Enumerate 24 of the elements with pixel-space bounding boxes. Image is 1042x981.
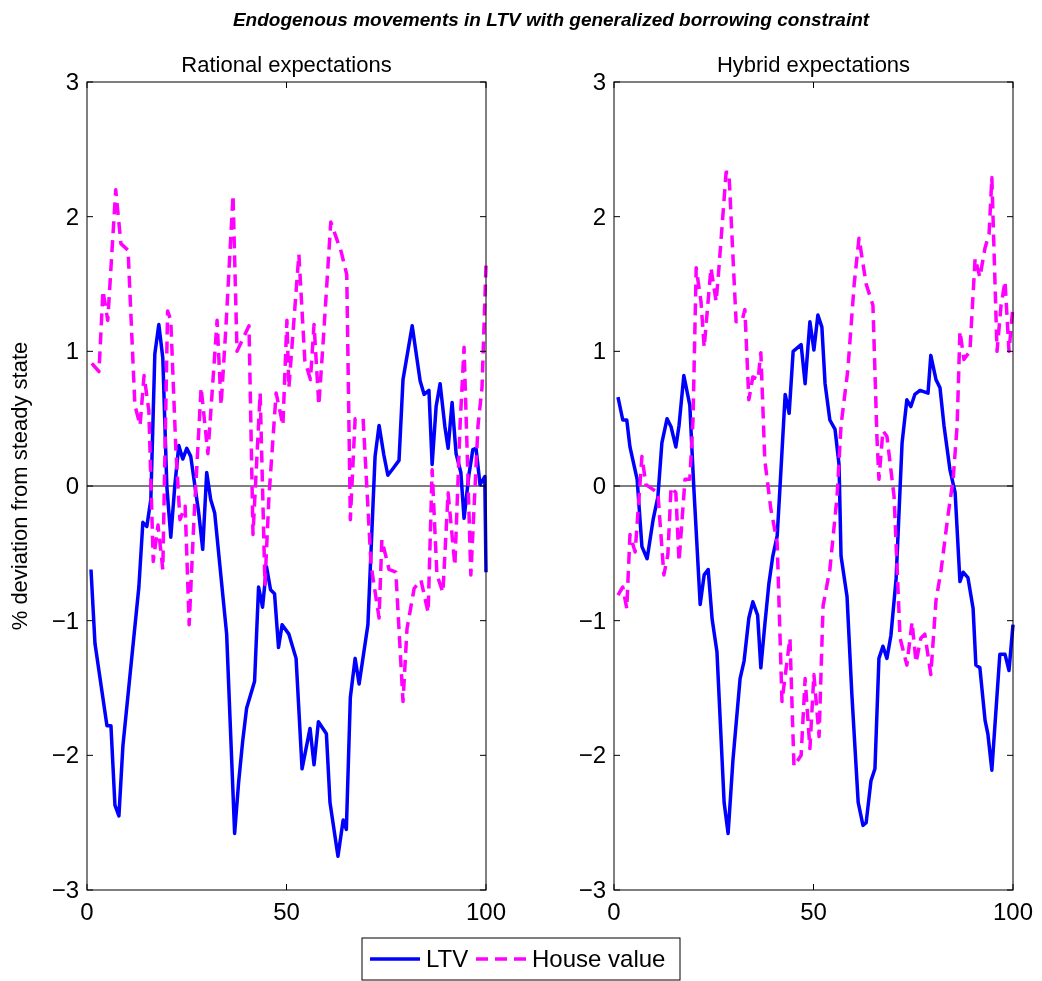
y-tick-label: −3 [578, 876, 606, 903]
text: Endogenous movements in LTV with generalized borrowing constraint [232, 9, 870, 30]
y-tick-label: −2 [51, 741, 79, 769]
y-tick-label: 3 [592, 68, 606, 95]
x-tick-label: 50 [273, 898, 300, 925]
y-tick-label: −1 [51, 606, 79, 634]
x-tick-label: 100 [465, 898, 507, 925]
y-tick-label: 0 [65, 472, 79, 499]
y-tick-label: 1 [592, 337, 606, 365]
x-tick-label: 100 [992, 898, 1034, 925]
y-tick-label: 2 [592, 202, 606, 230]
legend-label: House value [532, 945, 666, 972]
y-tick-label: 2 [65, 202, 79, 230]
legend-label: LTV [426, 945, 469, 972]
y-tick-label: −3 [51, 876, 79, 903]
y-tick-label: 3 [65, 68, 79, 95]
chart-subtitle: Hybrid expectations [716, 52, 911, 77]
y-axis-title: % deviation from steady state [7, 341, 32, 631]
x-tick-label: 50 [800, 898, 827, 925]
y-tick-label: 0 [592, 472, 606, 499]
chart-subtitle: Rational expectations [181, 52, 392, 77]
y-tick-label: −2 [578, 741, 606, 769]
y-tick-label: −1 [578, 606, 606, 634]
y-tick-label: 1 [65, 337, 79, 365]
